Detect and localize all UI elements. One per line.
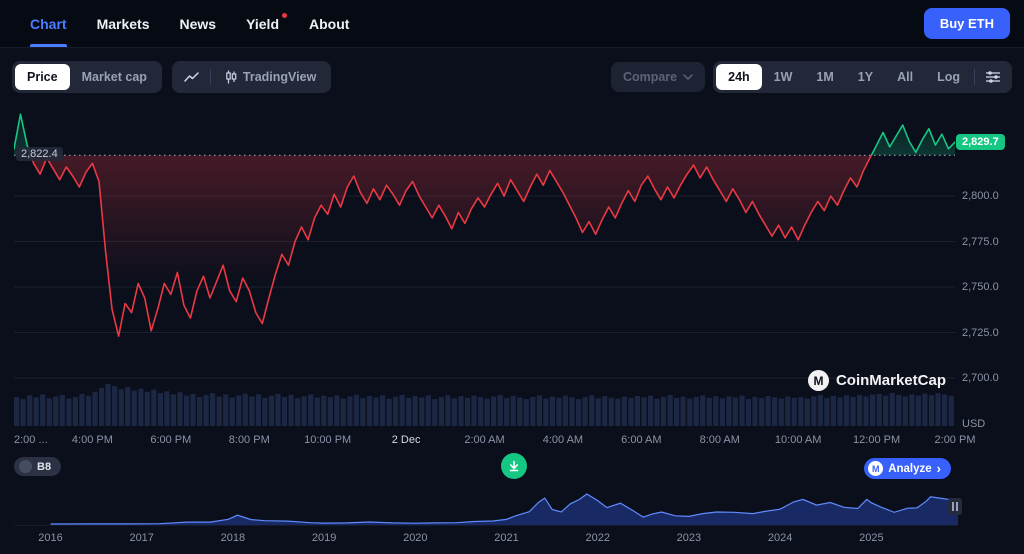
price-chart-svg[interactable] [14,108,955,426]
tab-news[interactable]: News [179,0,216,47]
tab-chart[interactable]: Chart [30,0,67,47]
sliders-icon [986,71,1000,83]
year-label: 2016 [38,532,63,544]
y-axis-label: 2,700.0 [962,372,999,385]
year-axis: 2016 2017 2018 2019 2020 2021 2022 2023 2024 2025 [0,532,1024,545]
year-label: 2017 [129,532,154,544]
buy-eth-button[interactable]: Buy ETH [923,8,1010,39]
indicator-label: B8 [37,460,52,473]
year-label: 2022 [585,532,610,544]
year-label: 2019 [311,532,337,544]
log-scale-button[interactable]: Log [925,64,972,90]
x-axis-label: 10:00 AM [774,434,822,446]
indicator-badge[interactable]: B8 [14,457,62,476]
y-axis-label: 2,800.0 [962,190,999,203]
indicator-icon [19,460,32,473]
top-navbar: Chart Markets News Yield About Buy ETH [0,0,1024,48]
x-axis-label: 12:00 PM [853,434,901,446]
tab-label: News [179,15,217,32]
price-toggle-button[interactable]: Price [15,64,70,90]
range-all-button[interactable]: All [885,64,925,90]
volume-bars [14,384,954,426]
candlestick-icon [226,70,237,84]
x-axis-label: 4:00 AM [542,434,584,446]
nav-tabs: Chart Markets News Yield About [30,0,349,47]
analyze-label: Analyze [888,462,932,475]
compare-label: Compare [622,70,678,84]
y-axis-label: 2,725.0 [962,326,999,339]
navigator-line [50,493,959,525]
yield-notification-dot [282,13,287,18]
range-1w-button[interactable]: 1W [762,64,805,90]
x-axis-label: 2:00 AM [464,434,505,446]
below-open-shading [14,155,955,337]
year-label: 2021 [494,532,519,544]
navigator-drag-handle[interactable] [948,498,962,515]
arrow-down-icon [509,460,519,472]
watermark: M CoinMarketCap [807,370,946,391]
divider [974,69,975,85]
tradingview-label: TradingView [242,70,317,84]
tab-yield[interactable]: Yield [246,0,287,47]
line-chart-button[interactable] [175,65,208,89]
year-label: 2020 [403,532,428,544]
analyze-button[interactable]: M Analyze › [864,458,951,479]
compare-button[interactable]: Compare [610,62,706,92]
year-label: 2018 [220,532,246,544]
tab-about[interactable]: About [309,0,349,47]
chart-footer: B8 M Analyze › [0,453,1024,482]
x-axis-label: 8:00 PM [228,434,270,446]
navigator-area [50,494,958,525]
year-label: 2024 [767,532,793,544]
currency-unit-label: USD [962,418,986,430]
x-axis-label: 8:00 AM [699,434,740,446]
year-label: 2025 [859,532,884,544]
tab-label: About [309,15,350,32]
tab-markets[interactable]: Markets [97,0,150,47]
coinmarketcap-logo-icon: M [807,370,829,391]
year-label: 2023 [676,532,702,544]
tradingview-button[interactable]: TradingView [213,64,328,90]
open-price-label: 2,822.4 [16,147,63,162]
tab-label: Yield [246,15,279,32]
time-range-group: 24h 1W 1M 1Y All Log [713,61,1012,93]
x-axis-label: 2:00 PM [934,434,976,446]
x-axis-label: 10:00 PM [304,434,352,446]
chart-toolbar: Price Market cap TradingView Compare 24h… [12,61,1012,93]
chevron-right-icon: › [936,461,941,476]
range-24h-button[interactable]: 24h [716,64,762,90]
timeline-navigator[interactable] [14,490,962,526]
timeline-marker-button[interactable] [501,453,527,479]
range-1y-button[interactable]: 1Y [846,64,885,90]
chart-type-group: TradingView [171,61,332,93]
price-chart-canvas[interactable]: 2,800.0 2,775.0 2,750.0 2,725.0 2,700.0 2,82… [0,108,1024,430]
toolbar-right: Compare 24h 1W 1M 1Y All Log [610,61,1012,93]
x-axis-label: 6:00 PM [150,434,192,446]
x-axis-label: 4:00 PM [71,434,113,446]
tab-label: Chart [30,15,67,32]
navigator-chart[interactable] [14,490,959,526]
price-marketcap-toggle: Price Market cap [12,61,162,93]
x-axis-label: 6:00 AM [621,434,662,446]
divider [209,69,211,85]
price-line-down [29,155,873,337]
watermark-text: CoinMarketCap [835,372,946,389]
chart-settings-button[interactable] [977,65,1009,89]
tab-label: Markets [96,15,150,32]
current-price-badge: 2,829.7 [956,134,1005,151]
marketcap-toggle-button[interactable]: Market cap [70,64,159,90]
x-axis-label: 2 Dec [391,434,421,446]
y-axis-label: 2,775.0 [962,235,999,248]
range-1m-button[interactable]: 1M [804,64,845,90]
x-axis-label: 2:00 ... [14,434,48,446]
x-axis: 2:00 ... 4:00 PM 6:00 PM 8:00 PM 10:00 PM 2 D… [0,434,1024,448]
line-chart-icon [184,72,199,82]
cmc-logo-icon: M [868,461,884,476]
chevron-down-icon [683,74,693,80]
y-axis-label: 2,750.0 [962,281,999,294]
